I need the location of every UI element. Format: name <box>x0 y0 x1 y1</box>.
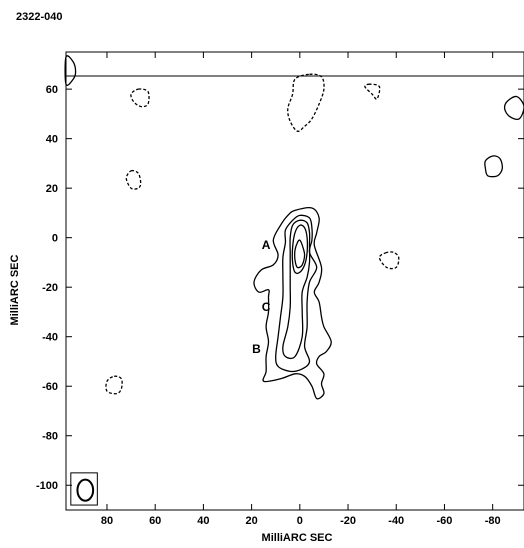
contour-line <box>484 155 504 178</box>
y-tick-label: -40 <box>42 332 58 344</box>
y-tick-label: -80 <box>42 431 58 443</box>
contour-line <box>253 207 332 400</box>
contour-line <box>64 55 77 86</box>
x-tick-label: 0 <box>297 515 303 527</box>
x-tick-label: -20 <box>340 515 356 527</box>
y-tick-label: 0 <box>52 233 58 245</box>
y-tick-label: -60 <box>42 381 58 393</box>
negative-contour <box>364 83 381 100</box>
contour-line <box>275 214 318 373</box>
x-tick-label: -80 <box>485 515 501 527</box>
contour-lines <box>64 55 524 400</box>
contour-line <box>294 239 306 269</box>
component-label-c: C <box>262 300 271 314</box>
x-tick-label: 40 <box>197 515 209 527</box>
contour-line <box>282 219 311 360</box>
beam-ellipse <box>76 478 95 502</box>
y-tick-label: 40 <box>46 134 58 146</box>
negative-contour <box>378 251 400 270</box>
beam-indicator <box>70 472 98 506</box>
x-axis-label: MilliARC SEC <box>262 532 333 544</box>
x-tick-label: -60 <box>436 515 452 527</box>
x-tick-label: -40 <box>388 515 404 527</box>
component-labels: A C B <box>252 238 271 356</box>
contour-line <box>291 224 309 275</box>
negative-contour <box>105 375 123 395</box>
y-tick-label: 60 <box>46 84 58 96</box>
contour-line <box>503 95 524 121</box>
y-tick-label: -20 <box>42 282 58 294</box>
negative-contour <box>125 169 142 190</box>
y-axis-label: MilliARC SEC <box>9 255 21 326</box>
component-label-b: B <box>252 342 261 356</box>
y-tick-label: -100 <box>36 480 58 492</box>
x-tick-label: 20 <box>245 515 257 527</box>
x-tick-label: 80 <box>101 515 113 527</box>
negative-contour <box>287 73 325 132</box>
y-tick-label: 20 <box>46 183 58 195</box>
plot-frame <box>65 51 524 511</box>
y-axis-ticks: 60 40 20 0 -20 -40 -60 -80 -100 <box>36 84 524 492</box>
component-label-a: A <box>262 238 271 252</box>
chart-title: 2322-040 <box>16 11 63 23</box>
x-axis-ticks: 80 60 40 20 0 -20 -40 -60 -80 <box>101 52 501 527</box>
x-tick-label: 60 <box>149 515 161 527</box>
negative-contour <box>130 88 150 108</box>
beam-box <box>70 472 98 506</box>
